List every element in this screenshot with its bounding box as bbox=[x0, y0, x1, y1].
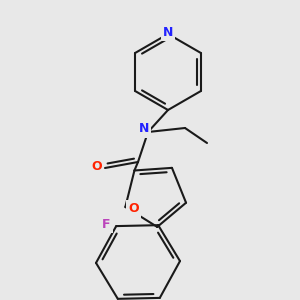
Text: N: N bbox=[139, 122, 149, 136]
Text: O: O bbox=[128, 202, 139, 215]
Text: O: O bbox=[92, 160, 102, 172]
Text: N: N bbox=[163, 26, 173, 38]
Text: F: F bbox=[102, 218, 110, 231]
